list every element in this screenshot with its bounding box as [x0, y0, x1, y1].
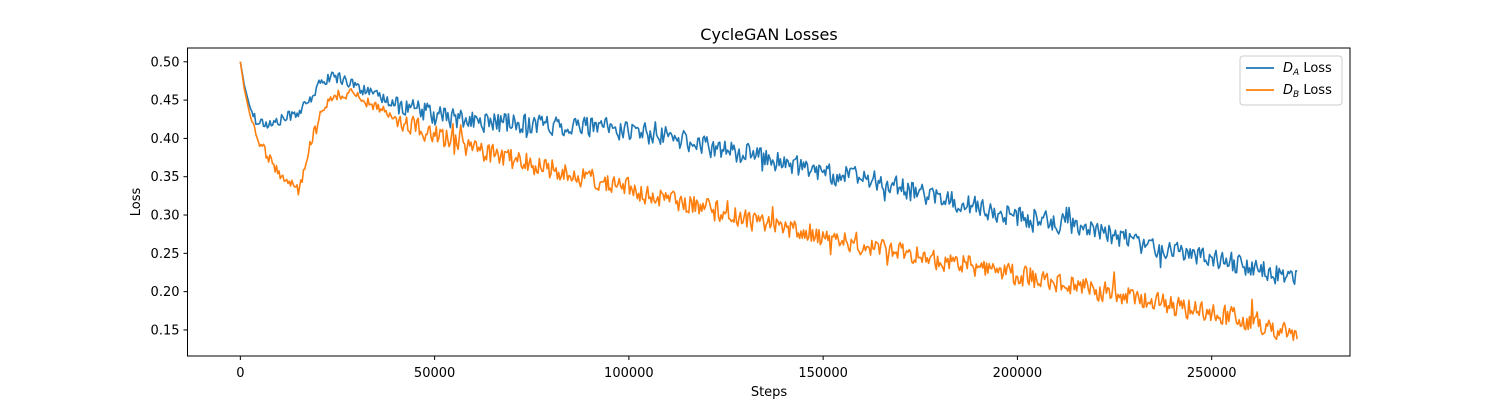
legend: DA Loss DB Loss — [1239, 55, 1343, 106]
y-tick-label: 0.20 — [151, 285, 180, 300]
legend-symbol-db: D — [1283, 83, 1293, 98]
y-tick-label: 0.50 — [151, 55, 180, 70]
legend-suffix-db: Loss — [1299, 83, 1332, 98]
x-tick-label: 100000 — [604, 366, 654, 381]
tick-layer: 0 50000 100000 150000 200000 250000 0.15 0.20 0.… — [151, 55, 1237, 381]
y-tick-label: 0.15 — [151, 323, 180, 338]
y-tick-label: 0.30 — [151, 209, 180, 224]
series-layer — [239, 61, 1298, 342]
y-axis-label: Loss — [129, 188, 144, 217]
x-tick-label: 50000 — [414, 366, 455, 381]
x-tick-label: 150000 — [798, 366, 848, 381]
x-tick-label: 200000 — [993, 366, 1043, 381]
x-axis-label: Steps — [751, 385, 788, 400]
y-tick-label: 0.35 — [151, 170, 180, 185]
y-tick-label: 0.40 — [151, 132, 180, 147]
legend-suffix-da: Loss — [1299, 61, 1332, 76]
x-tick-label: 250000 — [1187, 366, 1237, 381]
x-tick-label: 0 — [236, 366, 244, 381]
series-line-da — [239, 61, 1298, 286]
legend-subscript-da: A — [1292, 68, 1299, 78]
legend-label-da: DA Loss — [1283, 61, 1332, 78]
legend-subscript-db: B — [1293, 90, 1299, 100]
legend-symbol-da: D — [1283, 61, 1293, 76]
y-tick-label: 0.45 — [151, 94, 180, 109]
chart-title: CycleGAN Losses — [700, 25, 837, 44]
y-tick-label: 0.25 — [151, 247, 180, 262]
plot-frame — [187, 47, 1351, 357]
series-line-db — [239, 61, 1298, 342]
legend-label-db: DB Loss — [1283, 83, 1332, 100]
